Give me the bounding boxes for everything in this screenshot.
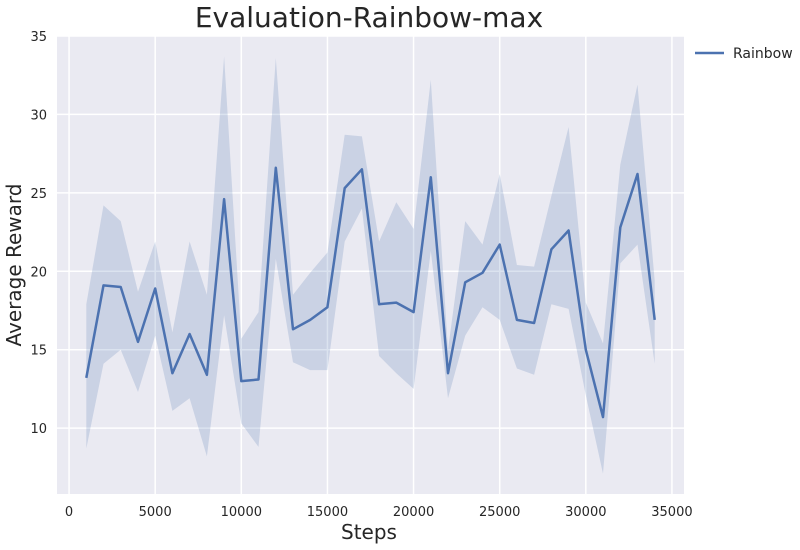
x-tick-label: 10000 (221, 505, 262, 520)
series-band-0 (86, 56, 655, 474)
y-tick-label: 20 (30, 265, 47, 280)
y-tick-label: 15 (30, 344, 47, 359)
x-tick-label: 5000 (139, 505, 172, 520)
grid (57, 35, 684, 494)
plot-area (57, 36, 684, 494)
confidence-band (86, 56, 655, 474)
legend: Rainbow (695, 46, 793, 62)
x-axis-ticks: 0 5000 10000 15000 20000 25000 30000 35000 (65, 505, 693, 520)
y-axis-ticks: 10 15 20 25 30 35 (30, 30, 47, 437)
x-tick-label: 0 (65, 505, 73, 520)
x-tick-label: 15000 (307, 505, 348, 520)
x-tick-label: 25000 (479, 505, 520, 520)
legend-label-rainbow: Rainbow (733, 46, 793, 62)
y-tick-label: 35 (30, 30, 47, 45)
y-tick-label: 30 (30, 108, 47, 123)
y-tick-label: 25 (30, 187, 47, 202)
series-line-0 (85, 166, 656, 419)
x-tick-label: 30000 (565, 505, 606, 520)
x-axis-label: Steps (341, 520, 397, 544)
y-axis-label: Average Reward (2, 184, 26, 347)
x-tick-label: 20000 (393, 505, 434, 520)
chart-title: Evaluation-Rainbow-max (195, 1, 543, 34)
x-tick-label: 35000 (651, 505, 692, 520)
series-line-group (85, 166, 656, 419)
y-tick-label: 10 (30, 422, 47, 437)
